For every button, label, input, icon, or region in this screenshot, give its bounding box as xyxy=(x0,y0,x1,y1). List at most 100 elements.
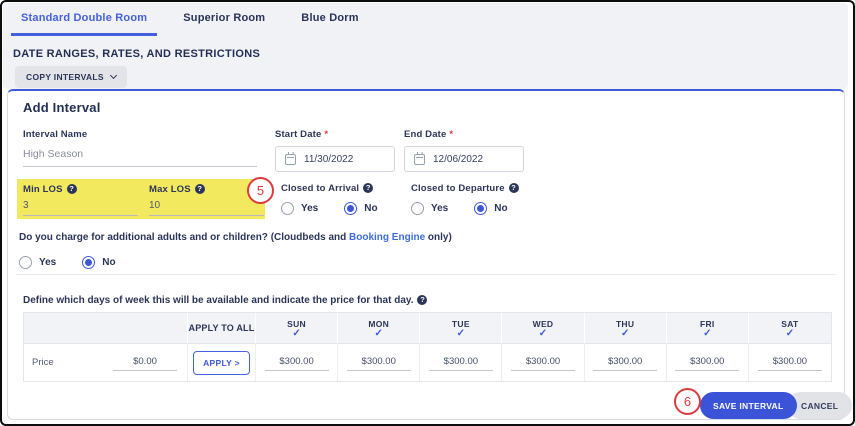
day-header-fri: FRI ✓ xyxy=(666,313,749,343)
interval-name-input[interactable] xyxy=(23,140,257,167)
apply-button[interactable]: APPLY > xyxy=(193,350,250,375)
day-check-tue-icon[interactable]: ✓ xyxy=(456,327,466,339)
radio-label-no: No xyxy=(364,203,378,214)
day-check-mon-icon[interactable]: ✓ xyxy=(374,327,383,339)
day-check-sun-icon[interactable]: ✓ xyxy=(292,327,301,339)
max-los-field: Max LOS? xyxy=(149,184,264,216)
tue-price-input[interactable] xyxy=(428,354,493,371)
required-asterisk: * xyxy=(324,129,329,140)
closed-arrival-yes-radio[interactable] xyxy=(281,202,294,215)
extra-charge-radios: Yes No xyxy=(19,256,116,269)
day-check-wed-icon[interactable]: ✓ xyxy=(538,327,548,339)
annotation-step-6: 6 xyxy=(674,388,701,415)
thu-price-input[interactable] xyxy=(593,354,658,371)
apply-cell: APPLY > xyxy=(188,343,256,381)
apply-to-all-header: APPLY TO ALL xyxy=(188,313,256,343)
fri-price-input[interactable] xyxy=(675,354,740,371)
closed-to-departure-field: Closed to Departure? Yes No xyxy=(411,183,519,215)
mon-price-input[interactable] xyxy=(346,354,411,371)
copy-intervals-label: COPY INTERVALS xyxy=(26,72,104,82)
chevron-down-icon xyxy=(109,71,117,80)
min-los-input[interactable] xyxy=(23,195,138,216)
closed-arrival-no-radio[interactable] xyxy=(344,202,358,215)
radio-label-yes: Yes xyxy=(301,203,319,214)
help-icon[interactable]: ? xyxy=(194,184,205,194)
cancel-button[interactable]: CANCEL xyxy=(787,392,853,419)
topbar: Standard Double Room Superior Room Blue … xyxy=(3,3,848,89)
closed-to-arrival-field: Closed to Arrival? Yes No xyxy=(281,183,378,215)
room-tabs: Standard Double Room Superior Room Blue … xyxy=(3,3,848,36)
days-note: Define which days of week this will be a… xyxy=(23,295,428,306)
price-cell-thu xyxy=(584,343,667,381)
add-interval-panel: Add Interval Interval Name Start Date* E… xyxy=(7,89,853,420)
price-cell-fri xyxy=(666,343,749,381)
booking-engine-link[interactable]: Booking Engine xyxy=(349,232,426,243)
day-check-thu-icon[interactable]: ✓ xyxy=(620,327,630,339)
day-header-sat: SAT ✓ xyxy=(748,313,831,343)
start-date-field: Start Date * xyxy=(275,129,395,172)
price-cell-mon xyxy=(338,343,421,381)
extra-charge-question: Do you charge for additional adults and … xyxy=(19,232,452,243)
day-check-sat-icon[interactable]: ✓ xyxy=(785,327,795,339)
price-cell-tue xyxy=(420,343,503,381)
extra-charge-no-radio[interactable] xyxy=(82,256,96,269)
help-icon[interactable]: ? xyxy=(66,184,77,194)
copy-intervals-button[interactable]: COPY INTERVALS xyxy=(15,66,127,88)
price-row-label: Price xyxy=(32,357,54,368)
radio-label-yes: Yes xyxy=(431,203,449,214)
closed-departure-yes-radio[interactable] xyxy=(411,202,424,215)
required-asterisk: * xyxy=(449,129,454,140)
wed-price-input[interactable] xyxy=(510,354,575,371)
help-icon[interactable]: ? xyxy=(508,183,519,193)
base-price-input[interactable] xyxy=(113,354,177,371)
section-divider xyxy=(16,274,836,275)
tab-standard-double-room[interactable]: Standard Double Room xyxy=(11,3,158,36)
annotation-step-5: 5 xyxy=(247,177,274,204)
days-note-text: Define which days of week this will be a… xyxy=(23,295,414,306)
min-los-field: Min LOS? xyxy=(23,184,138,216)
question-text-after: only) xyxy=(425,232,452,243)
tab-superior-room[interactable]: Superior Room xyxy=(183,12,266,24)
day-header-thu: THU ✓ xyxy=(584,313,667,343)
day-check-fri-icon[interactable]: ✓ xyxy=(703,327,712,339)
panel-title: Add Interval xyxy=(23,100,101,115)
sun-price-input[interactable] xyxy=(264,354,329,371)
calendar-icon xyxy=(285,151,296,165)
end-date-field: End Date * xyxy=(404,129,524,172)
sat-price-input[interactable] xyxy=(757,354,822,371)
calendar-icon xyxy=(414,151,425,165)
closed-departure-no-radio[interactable] xyxy=(474,202,488,215)
price-cell-sat xyxy=(748,343,831,381)
radio-label-no: No xyxy=(102,257,116,268)
save-interval-button[interactable]: SAVE INTERVAL xyxy=(700,392,797,419)
day-header-tue: TUE ✓ xyxy=(420,313,503,343)
price-cell-sun xyxy=(256,343,339,381)
start-date-label: Start Date xyxy=(275,129,322,140)
interval-name-label: Interval Name xyxy=(23,129,88,140)
max-los-label: Max LOS xyxy=(149,184,191,195)
day-header-wed: WED ✓ xyxy=(502,313,585,343)
rate-table-corner-header xyxy=(24,313,188,343)
price-cell-wed xyxy=(502,343,585,381)
rate-table: APPLY TO ALL SUN ✓ MON ✓ TUE ✓ WED ✓ THU… xyxy=(23,312,832,382)
help-icon[interactable]: ? xyxy=(417,295,428,305)
start-date-box[interactable] xyxy=(275,146,395,172)
extra-charge-yes-radio[interactable] xyxy=(19,256,32,269)
end-date-box[interactable] xyxy=(404,146,524,172)
day-header-sun: SUN ✓ xyxy=(256,313,339,343)
end-date-label: End Date xyxy=(404,129,447,140)
min-los-label: Min LOS xyxy=(23,184,63,195)
help-icon[interactable]: ? xyxy=(363,183,374,193)
closed-to-arrival-label: Closed to Arrival xyxy=(281,183,360,194)
question-text-before: Do you charge for additional adults and … xyxy=(19,232,350,243)
start-date-input[interactable] xyxy=(304,153,374,165)
interval-name-field: Interval Name xyxy=(23,129,257,167)
radio-label-no: No xyxy=(494,203,508,214)
price-row-base-cell: Price xyxy=(24,343,188,381)
end-date-input[interactable] xyxy=(433,153,503,165)
tab-blue-dorm[interactable]: Blue Dorm xyxy=(301,12,359,24)
closed-to-departure-label: Closed to Departure xyxy=(411,183,505,194)
max-los-input[interactable] xyxy=(149,195,264,216)
radio-label-yes: Yes xyxy=(39,257,57,268)
